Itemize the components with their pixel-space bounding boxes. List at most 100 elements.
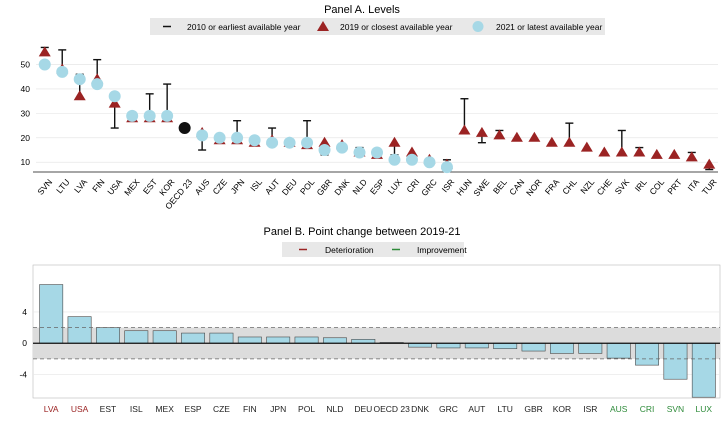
panel-b-x-tick-label: JPN: [270, 404, 286, 414]
panel-b-bar: [237, 336, 262, 344]
panel-b-bar: [493, 342, 518, 350]
panel-b-x-tick-label: DEU: [354, 404, 372, 414]
panel-a-x-tick-label: DEU: [280, 177, 299, 197]
panel-a-x-tick-label: USA: [105, 177, 124, 197]
panel-a-2021-dot: [38, 58, 51, 71]
panel-b-x-tick-label: AUS: [610, 404, 628, 414]
legend-label-2019: 2019 or closest available year: [340, 22, 453, 32]
panel-a-x-tick-label: NZL: [578, 177, 596, 196]
panel-a-2019-triangle: [650, 148, 663, 159]
panel-a-x-tick-label: MEX: [122, 177, 142, 198]
panel-a-2019-triangle: [545, 136, 558, 147]
panel-a-x-tick-label: SVK: [613, 177, 632, 197]
panel-a-2019-triangle: [493, 129, 506, 140]
panel-a-2021-dot: [231, 131, 244, 144]
panel-a-2021-dot: [248, 134, 261, 147]
panel-a-x-tick-label: SWE: [471, 177, 491, 199]
panel-b-x-axis: LVA USA EST ISL MEX ESP CZE FIN JPN POL NLD DEU OECD…: [44, 404, 713, 414]
panel-a-2019-triangle: [458, 124, 471, 135]
panel-b-bars: [39, 284, 716, 398]
panel-a-2019-triangle: [475, 126, 488, 137]
panel-a-y-tick-label: 30: [21, 108, 31, 118]
panel-a-x-tick-label: CHE: [595, 177, 614, 197]
panel-b-bar: [464, 342, 489, 349]
panel-a-x-tick-label: BEL: [491, 177, 509, 196]
panel-a-gridlines: [36, 64, 718, 163]
panel-b-x-tick-label: OECD 23: [374, 404, 411, 414]
panel-a-2019-triangle: [73, 90, 86, 101]
panel-b-x-tick-label: SVN: [667, 404, 684, 414]
legend-label-2021: 2021 or latest available year: [496, 22, 602, 32]
panel-b-bar: [39, 284, 64, 344]
panel-a-legend: 2010 or earliest available year 2019 or …: [163, 21, 602, 32]
panel-a-x-tick-label: SVN: [35, 177, 54, 197]
panel-b-bar: [67, 316, 92, 344]
panel-b-x-tick-label: KOR: [553, 404, 571, 414]
panel-a-2021-dot: [196, 129, 209, 142]
panel-b-bar: [266, 336, 291, 344]
panel-b-x-tick-label: LTU: [497, 404, 512, 414]
panel-a-x-tick-label: TUR: [700, 177, 719, 197]
panel-b-x-tick-label: CRI: [640, 404, 655, 414]
panel-a-2021-dot: [73, 73, 86, 86]
panel-a-x-tick-label: GRC: [419, 177, 439, 198]
panel-b-legend: Deterioration Improvement: [299, 245, 467, 255]
panel-a-x-tick-label: HUN: [454, 177, 474, 198]
panel-a-marks: [38, 46, 716, 174]
panel-b-x-tick-label: GRC: [439, 404, 458, 414]
panel-a-x-tick-label: CAN: [507, 177, 526, 197]
panel-a-2019-triangle: [38, 46, 51, 57]
panel-b-x-tick-label: POL: [298, 404, 315, 414]
panel-a-x-tick-label: PRT: [665, 177, 683, 196]
panel-b-y-tick-label: 0: [22, 338, 27, 348]
panel-a-x-tick-label: FIN: [90, 177, 106, 194]
panel-b-bar: [635, 342, 659, 366]
panel-a-2021-dot: [126, 109, 139, 122]
panel-b-bar: [152, 330, 177, 344]
panel-a-2019-triangle: [563, 136, 576, 147]
panel-a-y-tick-label: 10: [21, 157, 31, 167]
panel-a-x-tick-label: LVA: [72, 177, 89, 195]
panel-b-bar: [96, 327, 120, 344]
panel-a-x-tick-label: FRA: [543, 177, 562, 197]
panel-a-x-tick-label: ISL: [248, 177, 264, 193]
panel-a-x-tick-label: NOR: [524, 177, 544, 198]
panel-b-x-tick-label: EST: [100, 404, 117, 414]
panel-a-2019-triangle: [528, 131, 541, 142]
panel-a-2019-triangle: [510, 131, 523, 142]
panel-b-x-tick-label: ESP: [185, 404, 202, 414]
panel-b-gridlines: [33, 311, 720, 375]
panel-a-2019-triangle: [318, 136, 331, 147]
panel-a-2021-dot: [301, 136, 314, 149]
panel-b-bar: [663, 342, 688, 380]
panel-b-x-tick-label: GBR: [524, 404, 542, 414]
panel-a-x-tick-label: IRL: [633, 177, 649, 194]
panel-a-2019-triangle: [598, 146, 611, 157]
legend-label-improvement: Improvement: [417, 245, 467, 255]
panel-a-2021-dot: [213, 131, 226, 144]
panel-a-x-tick-label: NLD: [350, 177, 369, 196]
panel-b-bar: [209, 332, 234, 344]
panel-a-2021-dot: [318, 144, 331, 157]
panel-a-x-tick-label: AUT: [263, 177, 282, 196]
panel-b: Panel B. Point change between 2019-21 De…: [19, 226, 721, 414]
panel-a-x-tick-label: ESP: [368, 177, 387, 197]
panel-b-bar: [521, 342, 546, 352]
panel-a-2021-dot: [161, 109, 174, 122]
panel-a-2021-dot: [353, 146, 366, 159]
panel-a-2021-dot: [143, 109, 156, 122]
panel-b-x-tick-label: MEX: [155, 404, 174, 414]
panel-b-bar: [124, 330, 149, 344]
panel-a-x-tick-label: CZE: [210, 177, 229, 197]
panel-b-x-tick-label: AUT: [468, 404, 485, 414]
panel-a-2021-dot: [336, 141, 349, 154]
panel-a-2021-dot: [91, 78, 104, 91]
panel-a-x-tick-label: POL: [298, 177, 317, 197]
panel-b-bar: [436, 342, 461, 349]
panel-b-x-tick-label: FIN: [243, 404, 257, 414]
panel-a-title: Panel A. Levels: [324, 4, 400, 16]
panel-b-x-tick-label: CZE: [213, 404, 230, 414]
panel-a-x-tick-label: CHL: [560, 177, 579, 197]
panel-a-2019-triangle: [388, 136, 401, 147]
